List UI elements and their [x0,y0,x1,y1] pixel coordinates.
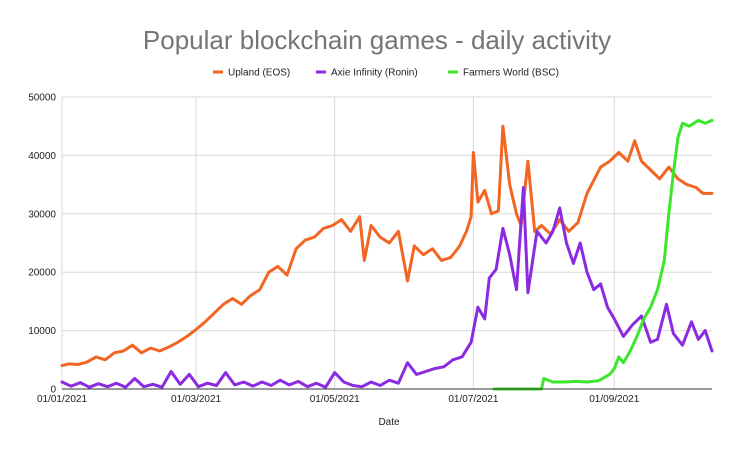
y-axis-ticks: 0 10000 20000 30000 40000 50000 [28,93,56,396]
y-tick-label: 50000 [28,93,56,104]
y-tick-label: 10000 [28,326,56,337]
legend-label-0: Upland (EOS) [228,68,290,79]
y-tick-label: 20000 [28,268,56,279]
x-tick-label: 01/01/2021 [37,394,87,405]
series-line-0 [60,124,714,368]
series-line-2 [492,118,714,391]
series-line-1 [60,186,714,389]
x-tick-label: 01/05/2021 [310,394,360,405]
legend: Upland (EOS) Axie Infinity (Ronin) Farme… [213,68,559,79]
x-tick-label: 01/07/2021 [448,394,498,405]
legend-item-1[interactable]: Axie Infinity (Ronin) [316,68,418,79]
y-tick-label: 30000 [28,209,56,220]
legend-label-1: Axie Infinity (Ronin) [331,68,418,79]
y-tick-label: 40000 [28,151,56,162]
legend-item-2[interactable]: Farmers World (BSC) [448,68,559,79]
legend-label-2: Farmers World (BSC) [463,68,559,79]
grid [61,96,712,389]
y-tick-label: 0 [50,385,56,396]
legend-item-0[interactable]: Upland (EOS) [213,68,290,79]
x-axis-label: Date [378,417,400,428]
x-axis-ticks: 01/01/2021 01/03/2021 01/05/2021 01/07/2021… [37,394,640,405]
x-tick-label: 01/09/2021 [589,394,639,405]
chart-title: Popular blockchain games - daily activit… [143,25,611,55]
x-tick-label: 01/03/2021 [171,394,221,405]
series-lines [60,118,714,391]
